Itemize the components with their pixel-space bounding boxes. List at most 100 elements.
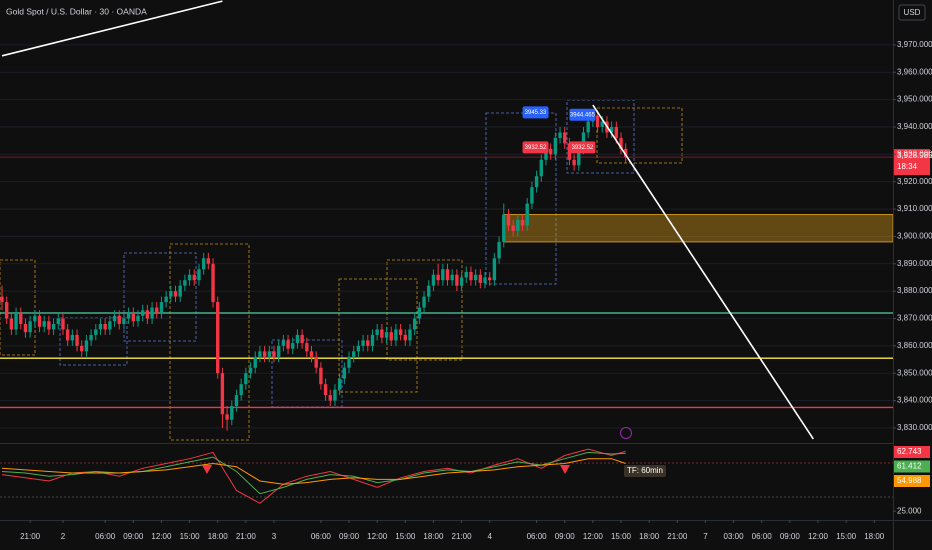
indicator-value-label: 61.412 <box>897 462 922 471</box>
x-tick-label: 21:00 <box>452 532 473 541</box>
candle-body <box>234 395 239 407</box>
indicator-line <box>1 451 626 495</box>
event-icon[interactable] <box>620 427 632 439</box>
candle-body <box>403 334 407 341</box>
x-tick-label: 06:00 <box>527 532 548 541</box>
candle-body <box>497 241 501 259</box>
candle-body <box>14 313 18 330</box>
range-box <box>338 278 418 393</box>
candle-body <box>183 280 187 286</box>
candle-body <box>103 323 107 330</box>
x-tick-label: 09:00 <box>555 532 576 541</box>
candle-body <box>276 345 281 357</box>
candle-body <box>384 332 389 338</box>
x-tick-label: 12:00 <box>367 532 388 541</box>
currency-label[interactable]: USD <box>904 8 921 17</box>
range-box <box>386 259 463 361</box>
price-label: 3945.33 <box>525 110 547 116</box>
candle-body <box>23 323 28 333</box>
candle-body <box>361 340 365 346</box>
y-tick-label: 3,910.000 <box>897 204 932 213</box>
candle-body <box>84 340 89 352</box>
candle-body <box>136 315 140 322</box>
price-label: 3932.52 <box>525 145 547 151</box>
candle-body <box>178 285 182 297</box>
y-tick-label: 3,960.000 <box>897 67 932 76</box>
candle-body <box>42 321 46 327</box>
candle-body <box>441 269 445 281</box>
candle-body <box>80 345 84 352</box>
candle-body <box>337 378 342 390</box>
candle-body <box>614 126 619 138</box>
candle-body <box>323 384 328 396</box>
x-tick-label: 7 <box>703 532 708 541</box>
candle-body <box>164 296 168 303</box>
signal-marker <box>560 465 570 474</box>
candle-body <box>558 132 562 138</box>
candle-body <box>244 373 248 385</box>
candle-body <box>333 389 337 401</box>
candle-body <box>192 274 196 281</box>
candle-body <box>150 307 154 319</box>
candle-body <box>305 343 309 352</box>
candle-body <box>609 126 614 133</box>
trendline <box>592 104 814 440</box>
y-tick-label: 3,970.000 <box>897 40 932 49</box>
indicator-value-label: 62.743 <box>897 447 922 456</box>
candle-body <box>544 148 548 160</box>
candle-body <box>342 367 347 379</box>
candle-body <box>408 329 412 341</box>
candle-body <box>117 315 121 324</box>
candle-body <box>291 343 295 349</box>
candle-body <box>169 291 173 297</box>
y-tick-label: 3,870.000 <box>897 314 932 323</box>
x-tick-label: 21:00 <box>667 532 688 541</box>
candle-body <box>352 351 356 357</box>
candle-body <box>347 356 351 368</box>
y2-tick-label: 25.000 <box>897 506 922 515</box>
candle-body <box>370 334 375 346</box>
supply-zone <box>503 214 893 243</box>
x-tick-label: 18:00 <box>639 532 660 541</box>
candle-body <box>525 203 529 226</box>
x-tick-label: 18:00 <box>423 532 444 541</box>
candle-body <box>356 345 361 352</box>
candle-body <box>309 351 314 357</box>
y-tick-label: 3,830.000 <box>897 423 932 432</box>
candle-body <box>530 187 534 204</box>
candle-body <box>619 137 623 149</box>
candle-body <box>394 329 398 341</box>
candle-body <box>319 367 323 385</box>
range-box <box>123 252 197 342</box>
candle-body <box>159 302 164 314</box>
candle-body <box>314 356 318 368</box>
range-boxes <box>0 99 683 441</box>
x-tick-label: 18:00 <box>864 532 885 541</box>
x-tick-label: 09:00 <box>339 532 360 541</box>
candle-body <box>520 219 525 226</box>
candle-body <box>51 323 56 330</box>
candle-body <box>427 285 431 297</box>
x-tick-label: 21:00 <box>20 532 41 541</box>
currency-button[interactable] <box>898 4 926 21</box>
candle-body <box>112 315 117 322</box>
candle-body <box>122 318 126 324</box>
candle-body <box>595 116 600 127</box>
candle-body <box>4 302 9 319</box>
x-tick-label: 15:00 <box>836 532 857 541</box>
price-label-box <box>569 108 596 121</box>
candle-body <box>389 332 393 341</box>
candle-body <box>422 296 426 308</box>
candle-body <box>220 373 225 415</box>
candle-body <box>131 313 136 322</box>
candle-body <box>140 310 145 316</box>
candle-body <box>295 334 300 344</box>
candle-body <box>553 137 558 155</box>
price-label: 3944.465 <box>570 112 596 118</box>
y-tick-label: 3,940.000 <box>897 122 932 131</box>
candle-body <box>281 340 286 346</box>
candle-body <box>581 132 586 149</box>
candle-body <box>436 274 440 281</box>
candle-body <box>126 313 131 319</box>
